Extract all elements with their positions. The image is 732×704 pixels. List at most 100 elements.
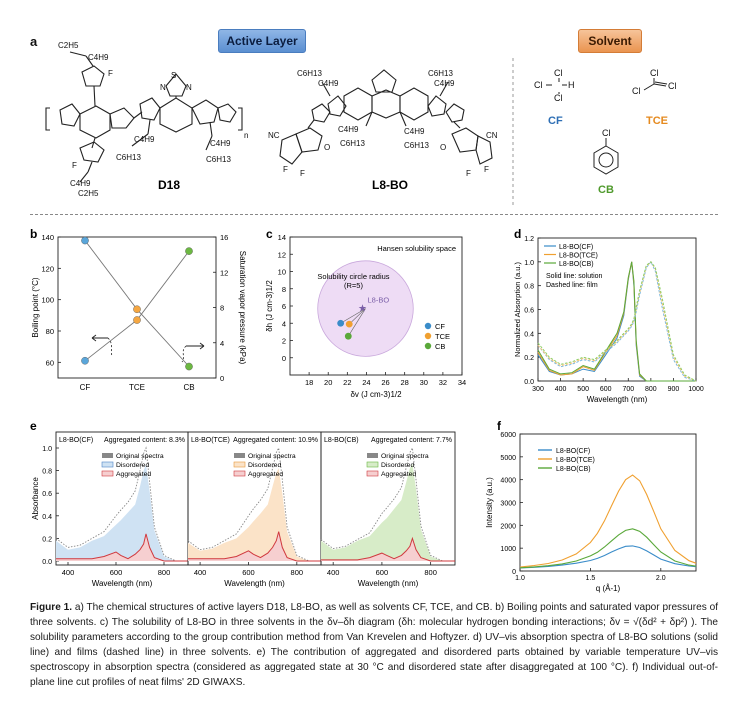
l8bo-f-right-2: F: [484, 165, 489, 174]
d18-n-left: N: [160, 83, 166, 92]
d18-c2h5-top: C2H5: [58, 41, 79, 50]
panel-e-xlabel: Wavelength (nm): [358, 579, 419, 588]
panel-b-y2tick-label: 0: [220, 374, 224, 383]
panel-d-ytick-label: 0.8: [524, 284, 534, 291]
panel-c-xtick-label: 20: [324, 378, 332, 387]
panel-f-xlabel: q (Å-1): [596, 584, 621, 593]
chemical-structures: C2H5 C4H9 F S N N n C4H9 C6H13 C4H9 C6H1…: [45, 41, 677, 208]
panel-d-legend-label: L8-BO(CF): [559, 244, 593, 251]
panel-e-ytick-label: 0.4: [42, 514, 52, 521]
l8bo-f-left-1: F: [283, 165, 288, 174]
figure-caption: Figure 1. a) The chemical structures of …: [30, 600, 718, 690]
panel-d-xtick-label: 900: [668, 386, 680, 393]
panel-e-ytick-label: 0.8: [42, 469, 52, 476]
panel-c-distance-line: [348, 308, 366, 337]
panel-e-ylabel: Absorbance: [31, 477, 40, 520]
panel-f-legend-label: L8-BO(TCE): [556, 457, 595, 464]
panel-e-original-line: [187, 446, 321, 562]
tce-cl-right: Cl: [668, 81, 677, 91]
panel-c-xtick-label: 18: [305, 378, 313, 387]
d18-n-right: N: [186, 83, 192, 92]
l8bo-name: L8-BO: [372, 178, 408, 192]
panel-b-ytick-label: 80: [46, 327, 54, 336]
panel-e-legend-marker: [366, 461, 379, 468]
panel-b-ytick-label: 120: [41, 264, 54, 273]
panel-c-circle-label: Solubility circle radius: [317, 272, 389, 281]
panel-c-ytick-label: 6: [282, 302, 286, 311]
panel-b-y2label: Saturation vapor pressure (kPa): [238, 251, 247, 365]
panel-e-disordered-fill: [188, 468, 321, 561]
panel-b-vp-point: [81, 236, 89, 245]
panel-d-series-2: [537, 261, 696, 382]
panel-c-legend-label: CF: [435, 322, 445, 331]
panel-e-xtick-label: 400: [327, 568, 340, 577]
panel-c-point-cb: [344, 332, 352, 340]
panel-d-ytick-label: 1.2: [524, 236, 534, 243]
l8bo-c6h13-left: C6H13: [297, 69, 322, 78]
panel-c-label: c: [266, 227, 273, 241]
d18-c4h9-mid: C4H9: [134, 135, 155, 144]
d18-c2h5-bottom: C2H5: [78, 189, 99, 198]
panel-f-series-0: [519, 545, 697, 569]
solvent-badge: Solvent: [578, 29, 642, 53]
panel-b-xtick-label: CF: [80, 383, 91, 392]
panel-e-xtick-label: 400: [62, 568, 75, 577]
panel-e-legend-label: Original spectra: [381, 453, 429, 460]
panel-b-ytick-label: 100: [41, 296, 54, 305]
panel-d-legend-label: L8-BO(CB): [559, 261, 594, 268]
panel-c-legend-marker: [424, 322, 432, 330]
panel-e-ytick-label: 1.0: [42, 446, 52, 453]
panel-f-legend-label: L8-BO(CB): [556, 466, 591, 473]
panel-b-bp-point: [133, 316, 141, 324]
panel-e-legend-marker: [101, 461, 114, 468]
panel-c-circle-sublabel: (R=5): [344, 281, 363, 290]
panel-b-y2tick-label: 4: [220, 339, 224, 348]
panel-d-ytick-label: 0.4: [524, 331, 534, 338]
panel-c-xtick-label: 30: [420, 378, 428, 387]
panel-e-ytick-label: 0.6: [42, 491, 52, 498]
tce-cl-top: Cl: [650, 68, 659, 78]
panel-c-ytick-label: 12: [278, 250, 286, 259]
panel-b-bp-point: [185, 247, 193, 255]
panel-e-legend-marker: [234, 453, 245, 458]
panel-c-ytick-label: 10: [278, 268, 286, 277]
panel-e-xlabel: Wavelength (nm): [92, 579, 153, 588]
panel-f-label: f: [497, 419, 502, 433]
panel-e-disordered-fill: [321, 463, 455, 561]
panel-f-ytick-label: 3000: [500, 501, 516, 508]
panel-e-xtick-label: 800: [158, 568, 171, 577]
panel-b-vp-point: [133, 305, 141, 314]
panel-e-xtick-label: 600: [376, 568, 389, 577]
active-layer-badge: Active Layer: [218, 29, 306, 53]
panel-d-note1: Solid line: solution: [546, 273, 603, 280]
panel-e-xtick-label: 600: [110, 568, 123, 577]
panel-e-original-line: [320, 446, 455, 562]
d18-c4h9-right: C4H9: [210, 139, 231, 148]
panel-b-label: b: [30, 227, 37, 241]
panel-b-xtick-label: TCE: [129, 383, 145, 392]
panel-c-ytick-label: 14: [278, 233, 286, 242]
panel-d-ytick-label: 0.0: [524, 379, 534, 386]
l8bo-f-left-2: F: [300, 169, 305, 178]
cf-h: H: [568, 80, 575, 90]
l8bo-c4h9-bl: C4H9: [338, 125, 359, 134]
panel-d-note2: Dashed line: film: [546, 282, 598, 289]
panel-d-label: d: [514, 227, 521, 241]
panel-e-legend-label: Original spectra: [116, 453, 164, 460]
panel-c-ytick-label: 0: [282, 354, 286, 363]
panel-c-xtick-label: 34: [458, 378, 466, 387]
l8bo-c6h13-right: C6H13: [428, 69, 453, 78]
panel-c-point-cf: [337, 319, 345, 327]
panel-c-ylabel: δh (J cm-3)1/2: [265, 280, 274, 332]
panel-e-legend-marker: [367, 453, 378, 458]
panel-d-xtick-label: 600: [600, 386, 612, 393]
panel-f-series-1: [519, 474, 697, 568]
panel-c-center-star: ★: [358, 304, 367, 315]
panel-b-right-arrow: [186, 342, 205, 350]
panel-c-legend-label: TCE: [435, 332, 450, 341]
panel-c-xtick-label: 26: [381, 378, 389, 387]
panel-e-aggregated-content: Aggregated content: 7.7%: [371, 437, 452, 444]
panel-c-ytick-label: 2: [282, 337, 286, 346]
l8bo-c4h9-left: C4H9: [318, 79, 339, 88]
